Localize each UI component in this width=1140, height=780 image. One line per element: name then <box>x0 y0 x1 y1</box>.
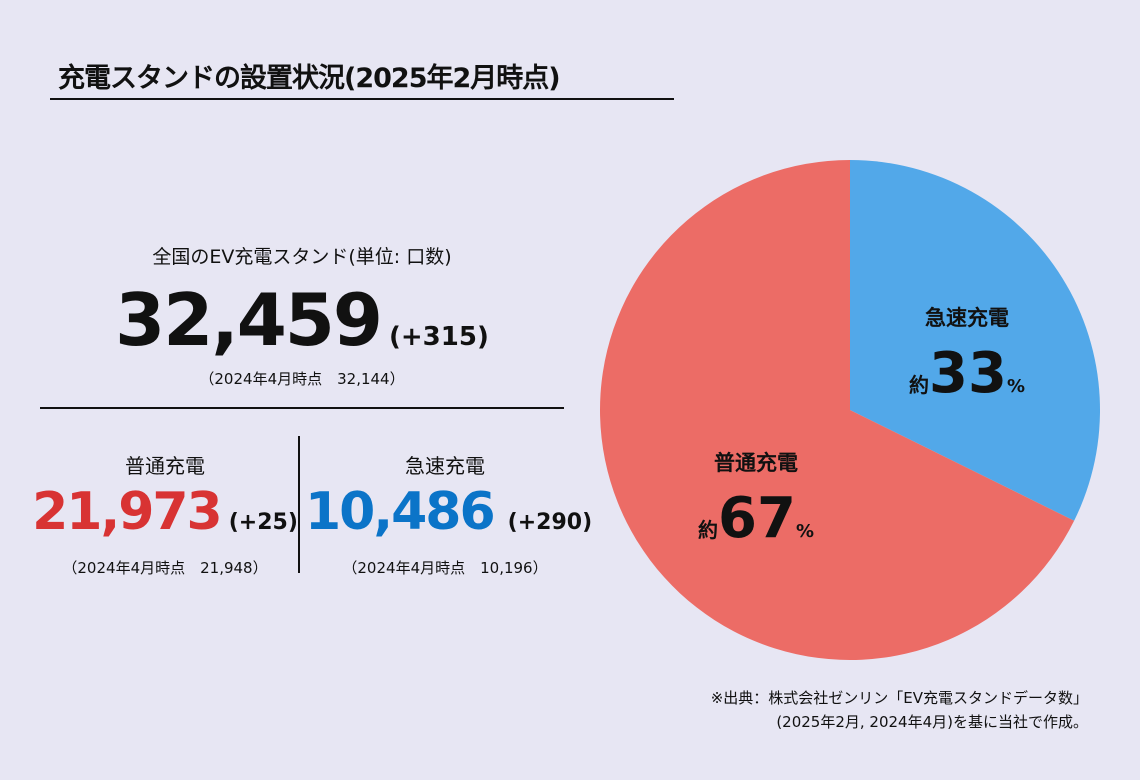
source-line: (2025年2月, 2024年4月)を基に当社で作成。 <box>776 713 1088 731</box>
fast-value: 10,486 <box>305 482 496 542</box>
fast-label: 急速充電 <box>405 454 485 478</box>
divider-vertical <box>298 436 300 573</box>
total-value: 32,459 <box>115 278 383 362</box>
normal-value: 21,973 <box>32 482 223 542</box>
slice-label: 普通充電 <box>714 451 798 475</box>
total-delta: (+315) <box>389 322 489 352</box>
total-row: 32,459 (+315) <box>40 278 564 362</box>
slice-percent: 約33% <box>909 341 1025 406</box>
total-label: 全国のEV充電スタンド(単位: 口数) <box>152 246 452 268</box>
total-previous: （2024年4月時点 32,144） <box>199 370 405 388</box>
normal-label: 普通充電 <box>125 454 205 478</box>
source-line: ※出典：株式会社ゼンリン「EV充電スタンドデータ数」 <box>710 689 1088 707</box>
normal-previous: （2024年4月時点 21,948） <box>62 559 268 577</box>
pie-slice-fast <box>850 160 1100 521</box>
fast-previous: （2024年4月時点 10,196） <box>342 559 548 577</box>
normal-delta: (+25) <box>228 510 298 535</box>
page-title: 充電スタンドの設置状況(2025年2月時点) <box>58 63 561 94</box>
title-underline <box>50 98 674 100</box>
pie-slice-normal <box>600 160 1075 660</box>
slice-label: 急速充電 <box>925 306 1009 330</box>
divider <box>40 407 564 409</box>
source-note: ※出典：株式会社ゼンリン「EV充電スタンドデータ数」 (2025年2月, 202… <box>711 686 1088 734</box>
fast-delta: (+290) <box>507 510 593 535</box>
slice-percent: 約67% <box>698 486 814 551</box>
fast-row: 10,486 (+290) <box>305 482 592 542</box>
normal-row: 21,973 (+25) <box>30 482 300 542</box>
